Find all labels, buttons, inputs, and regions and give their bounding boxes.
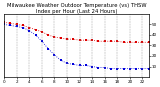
Title: Milwaukee Weather Outdoor Temperature (vs) THSW Index per Hour (Last 24 Hours): Milwaukee Weather Outdoor Temperature (v…: [7, 3, 146, 14]
